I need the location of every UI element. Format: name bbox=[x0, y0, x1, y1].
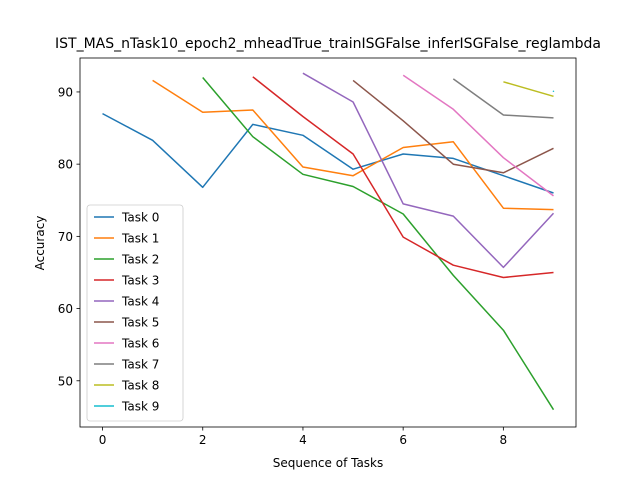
legend-label-task-0: Task 0 bbox=[121, 211, 159, 225]
legend-label-task-1: Task 1 bbox=[121, 232, 159, 246]
legend-label-task-9: Task 9 bbox=[121, 400, 159, 414]
y-tick-label: 50 bbox=[58, 374, 73, 388]
series-line-task-6 bbox=[402, 74, 554, 197]
x-axis-label: Sequence of Tasks bbox=[273, 456, 384, 470]
series-line-task-0 bbox=[102, 112, 554, 194]
series-line-task-7 bbox=[452, 78, 554, 119]
legend-label-task-6: Task 6 bbox=[121, 337, 159, 351]
legend-label-task-8: Task 8 bbox=[121, 379, 159, 393]
legend-label-task-4: Task 4 bbox=[121, 295, 159, 309]
series-line-task-2 bbox=[202, 77, 555, 411]
series-line-task-4 bbox=[302, 72, 555, 269]
x-tick-label: 2 bbox=[199, 433, 207, 447]
y-tick-label: 90 bbox=[58, 85, 73, 99]
series-point-task-9 bbox=[552, 90, 555, 92]
axes: 0 2 4 6 8 50 60 70 80 90 bbox=[58, 57, 577, 447]
axes-frame bbox=[79, 57, 577, 428]
x-tick-label: 0 bbox=[99, 433, 107, 447]
legend-label-task-7: Task 7 bbox=[121, 358, 159, 372]
series-line-task-8 bbox=[503, 81, 554, 98]
legend-label-task-2: Task 2 bbox=[121, 253, 159, 267]
legend: Task 0 Task 1 Task 2 Task 3 Task 4 Task 5 Task… bbox=[86, 204, 184, 422]
x-tick-label: 8 bbox=[500, 433, 508, 447]
series-line-task-3 bbox=[252, 76, 554, 279]
chart-title: IST_MAS_nTask10_epoch2_mheadTrue_trainIS… bbox=[55, 36, 601, 52]
y-tick-label: 60 bbox=[58, 302, 73, 316]
series-line-task-1 bbox=[152, 79, 554, 211]
x-tick-label: 4 bbox=[299, 433, 307, 447]
legend-label-task-3: Task 3 bbox=[121, 274, 159, 288]
legend-label-task-5: Task 5 bbox=[121, 316, 159, 330]
y-tick-label: 80 bbox=[58, 158, 73, 172]
series-line-task-5 bbox=[352, 79, 554, 174]
x-tick-label: 6 bbox=[399, 433, 407, 447]
y-axis-label: Accuracy bbox=[33, 216, 47, 271]
y-tick-label: 70 bbox=[58, 230, 73, 244]
plot-area bbox=[102, 72, 555, 411]
